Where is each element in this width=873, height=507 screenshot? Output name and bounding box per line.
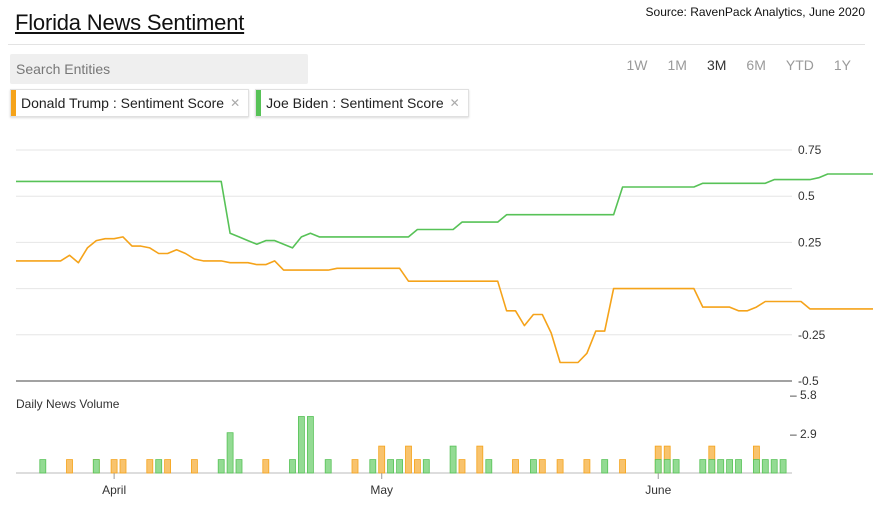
volume-panel-title: Daily News Volume xyxy=(16,397,120,411)
volume-bar-trump xyxy=(556,459,564,474)
search-input[interactable]: Search Entities xyxy=(10,54,308,84)
volume-y-tick-label: – 5.8 xyxy=(790,388,817,402)
volume-bar-trump xyxy=(110,459,118,474)
range-3m[interactable]: 3M xyxy=(706,57,727,73)
volume-bar-trump xyxy=(119,459,127,474)
range-ytd[interactable]: YTD xyxy=(785,57,814,73)
volume-bar-biden xyxy=(449,445,457,474)
volume-bar-biden xyxy=(770,459,778,474)
y-tick-label: 0.25 xyxy=(798,235,822,249)
volume-bar-biden xyxy=(485,459,493,474)
volume-bar-biden xyxy=(387,459,395,474)
y-tick-label: -0.5 xyxy=(798,374,819,388)
volume-bar-trump xyxy=(538,459,546,474)
volume-bar-biden xyxy=(717,459,725,474)
volume-bar-biden xyxy=(306,416,314,474)
volume-bar-trump xyxy=(262,459,270,474)
volume-bar-trump xyxy=(583,459,591,474)
volume-bar-biden xyxy=(297,416,305,474)
volume-bar-biden xyxy=(753,459,760,474)
y-tick-label: 0.75 xyxy=(798,143,822,157)
volume-bar-biden xyxy=(92,459,100,474)
volume-bar-biden xyxy=(726,459,733,474)
volume-bar-trump xyxy=(378,445,386,474)
volume-bar-biden xyxy=(324,459,332,474)
range-6m[interactable]: 6M xyxy=(746,57,766,73)
chip-label: Joe Biden : Sentiment Score xyxy=(266,95,444,111)
volume-bar-biden xyxy=(369,459,377,474)
volume-bar-biden xyxy=(699,459,707,474)
x-tick-label: June xyxy=(645,483,671,497)
volume-bar-trump xyxy=(66,459,73,474)
volume-bar-trump xyxy=(146,459,154,474)
x-tick-label: April xyxy=(102,483,126,497)
volume-bar-biden xyxy=(708,459,716,474)
volume-bar-biden xyxy=(530,459,537,474)
volume-bar-biden xyxy=(39,459,47,474)
volume-bar-biden xyxy=(396,459,404,474)
close-icon[interactable]: ✕ xyxy=(230,96,241,110)
x-tick-label: May xyxy=(370,483,393,497)
volume-bar-trump xyxy=(413,459,421,474)
volume-bar-trump xyxy=(351,459,359,474)
volume-bar-biden xyxy=(226,432,234,474)
volume-bar-biden xyxy=(672,459,680,474)
y-tick-label: -0.25 xyxy=(798,328,826,342)
series-line-biden xyxy=(16,173,873,249)
range-1m[interactable]: 1M xyxy=(667,57,687,73)
volume-bar-biden xyxy=(155,459,163,474)
volume-bar-biden xyxy=(735,459,742,474)
volume-bar-biden xyxy=(601,459,609,474)
volume-bar-trump xyxy=(405,445,412,474)
chip-color-swatch xyxy=(11,90,16,116)
source-note: Source: RavenPack Analytics, June 2020 xyxy=(645,5,865,19)
chip-label: Donald Trump : Sentiment Score xyxy=(21,95,225,111)
entity-chips: Donald Trump : Sentiment Score ✕ Joe Bid… xyxy=(10,89,469,117)
range-selector: 1W 1M 3M 6M YTD 1Y xyxy=(607,57,851,73)
volume-bar-trump xyxy=(164,459,172,474)
volume-bar-biden xyxy=(654,459,662,474)
volume-bar-biden xyxy=(663,459,671,474)
volume-bar-trump xyxy=(476,445,484,474)
volume-bar-trump xyxy=(458,459,466,474)
volume-bar-biden xyxy=(761,459,769,474)
chip-trump[interactable]: Donald Trump : Sentiment Score ✕ xyxy=(10,89,250,117)
volume-bar-trump xyxy=(190,459,198,474)
chip-biden[interactable]: Joe Biden : Sentiment Score ✕ xyxy=(255,89,469,117)
y-tick-label: 0.5 xyxy=(798,189,815,203)
volume-bar-trump xyxy=(619,459,626,474)
volume-bar-biden xyxy=(217,459,225,474)
header-divider xyxy=(8,44,865,45)
chip-color-swatch xyxy=(256,90,262,116)
range-1w[interactable]: 1W xyxy=(626,57,648,73)
volume-bar-trump xyxy=(512,459,519,474)
volume-bar-biden xyxy=(235,459,243,474)
range-1y[interactable]: 1Y xyxy=(833,57,851,73)
close-icon[interactable]: ✕ xyxy=(449,96,460,110)
page-title: Florida News Sentiment xyxy=(15,10,245,35)
series-line-trump xyxy=(16,236,873,364)
volume-bar-biden xyxy=(289,459,296,474)
volume-bar-biden xyxy=(779,459,787,474)
volume-y-tick-label: – 2.9 xyxy=(790,427,817,441)
volume-bar-biden xyxy=(422,459,430,474)
